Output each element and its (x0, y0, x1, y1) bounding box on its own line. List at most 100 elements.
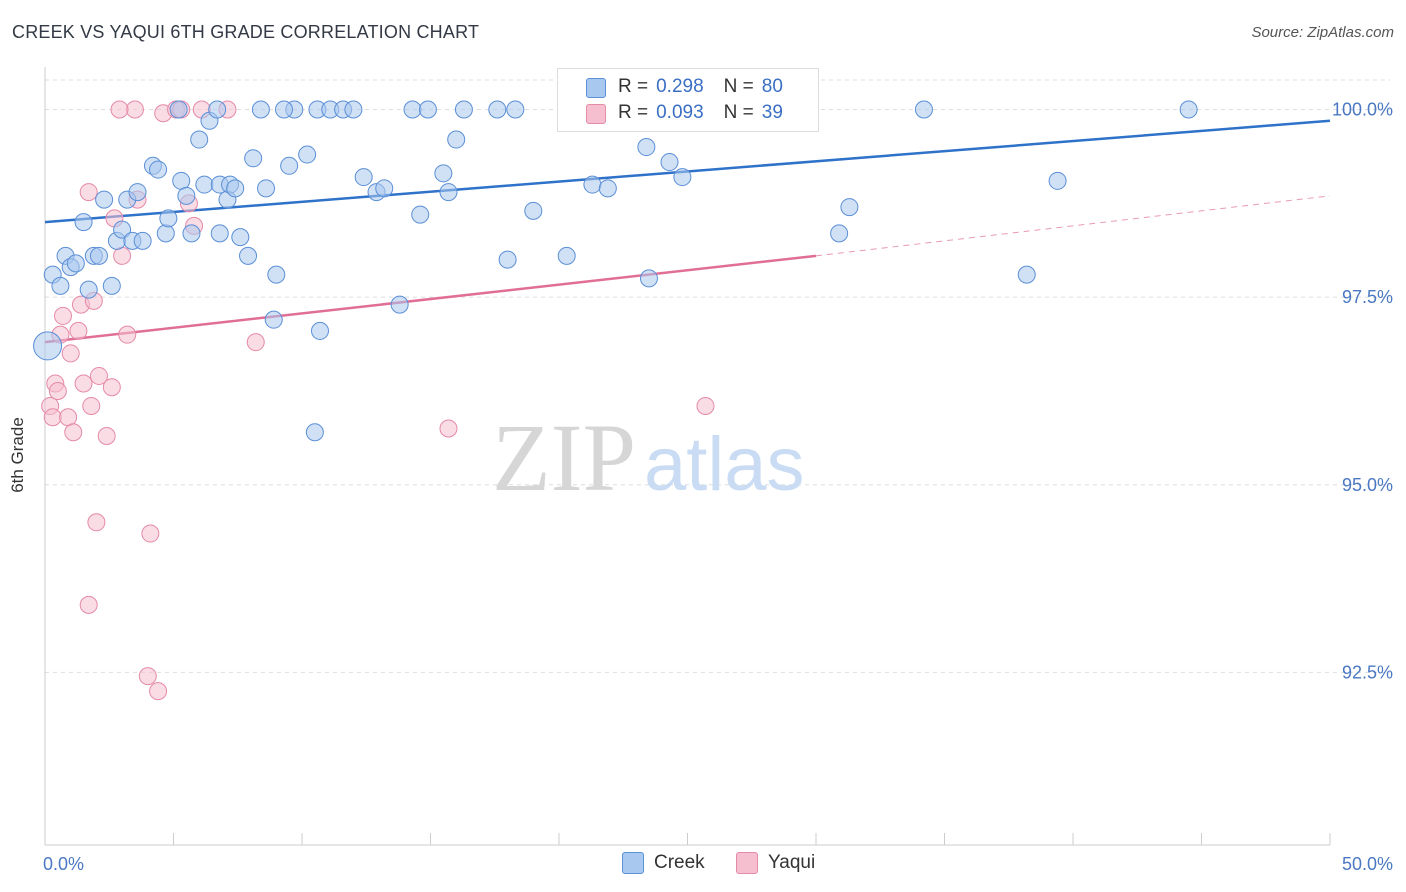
y-tick-label: 97.5% (1342, 287, 1393, 307)
bottom-legend-yaqui: Yaqui (736, 852, 815, 874)
legend-yaqui-r-label: R = (618, 102, 649, 123)
creek-point (639, 269, 658, 288)
creek-point (74, 213, 93, 232)
creek-point (66, 254, 85, 273)
creek-point (637, 138, 656, 157)
creek-point (226, 179, 245, 198)
y-tick-label: 100.0% (1332, 100, 1393, 120)
yaqui-point (79, 183, 98, 202)
creek-point (251, 100, 270, 119)
yaqui-point (53, 306, 72, 325)
y-axis-label: 6th Grade (8, 417, 27, 493)
yaqui-point (149, 682, 168, 701)
bottom-legend-creek-label: Creek (654, 852, 705, 873)
bottom-legend: Creek Yaqui (0, 852, 1406, 876)
creek-point (89, 246, 108, 265)
creek-point (660, 153, 679, 172)
yaqui-point (82, 396, 101, 415)
yaqui-point (59, 408, 78, 427)
creek-point (439, 183, 458, 202)
chart-title: CREEK VS YAQUI 6TH GRADE CORRELATION CHA… (12, 22, 480, 42)
yaqui-point (69, 321, 88, 340)
creek-point (113, 220, 132, 239)
yaqui-point (696, 396, 715, 415)
yaqui-point (64, 423, 83, 442)
yaqui-point (102, 378, 121, 397)
legend-creek-r-label: R = (618, 76, 649, 97)
creek-point (1017, 265, 1036, 284)
yaqui-point (141, 524, 160, 543)
creek-point (434, 164, 453, 183)
creek-point (195, 175, 214, 194)
creek-point (182, 224, 201, 243)
creek-point (344, 100, 363, 119)
watermark: ZIP atlas (492, 404, 805, 511)
creek-point (310, 321, 329, 340)
creek-point (159, 209, 178, 228)
y-tick-label: 95.0% (1342, 475, 1393, 495)
creek-point (498, 250, 517, 269)
creek-point (149, 160, 168, 179)
creek-point (172, 171, 191, 190)
creek-point (210, 224, 229, 243)
creek-point (557, 246, 576, 265)
yaqui-point (97, 426, 116, 445)
creek-point (411, 205, 430, 224)
creek-point (244, 149, 263, 168)
creek-point (488, 100, 507, 119)
creek-point (418, 100, 437, 119)
creek-point (583, 175, 602, 194)
creek-point (177, 186, 196, 205)
axes (44, 67, 1331, 846)
bottom-legend-yaqui-label: Yaqui (768, 852, 816, 873)
legend-box: R = 0.298 N = 80 R = 0.093 N = 39 (557, 68, 819, 132)
yaqui-point (246, 333, 265, 352)
legend-creek-n-label: N = (723, 76, 754, 97)
legend-creek-r-value: 0.298 (656, 76, 704, 97)
x-tick-label-max: 50.0% (1342, 854, 1393, 874)
source-label: Source: ZipAtlas.com (1251, 24, 1394, 41)
creek-point (1048, 171, 1067, 190)
yaqui-point (138, 667, 157, 686)
creek-point (375, 179, 394, 198)
creek-point (267, 265, 286, 284)
creek-point (264, 310, 283, 329)
creek-point (354, 168, 373, 187)
creek-point (133, 231, 152, 250)
creek-point (447, 130, 466, 149)
legend-swatch-yaqui (586, 104, 606, 124)
creek-point (102, 276, 121, 295)
yaqui-point (48, 381, 67, 400)
creek-point (51, 276, 70, 295)
yaqui-point (439, 419, 458, 438)
yaqui-point (79, 595, 98, 614)
legend-creek-n-value: 80 (761, 76, 783, 97)
yaqui-point (125, 100, 144, 119)
creek-point (33, 331, 63, 361)
creek-point (169, 100, 188, 119)
creek-point (506, 100, 525, 119)
tick-labels: 92.5% 95.0% 97.5% 100.0% 0.0% 50.0% (43, 100, 1393, 874)
watermark-atlas: atlas (644, 422, 805, 507)
bottom-legend-creek-swatch (622, 852, 644, 874)
legend-yaqui-n-value: 39 (761, 102, 783, 123)
creek-point (79, 280, 98, 299)
creek-point (305, 423, 324, 442)
creek-point (257, 179, 276, 198)
creek-point (1179, 100, 1198, 119)
y-tick-label: 92.5% (1342, 662, 1393, 682)
creek-point (95, 190, 114, 209)
creek-point (280, 156, 299, 175)
bottom-legend-yaqui-swatch (736, 852, 758, 874)
creek-point (830, 224, 849, 243)
yaqui-point (74, 374, 93, 393)
yaqui-point (110, 100, 129, 119)
creek-point (156, 224, 175, 243)
creek-point (598, 179, 617, 198)
creek-point (190, 130, 209, 149)
creek-point (390, 295, 409, 314)
x-tick-label-min: 0.0% (43, 854, 84, 874)
creek-points (33, 100, 1198, 442)
yaqui-trend-line (44, 254, 817, 344)
